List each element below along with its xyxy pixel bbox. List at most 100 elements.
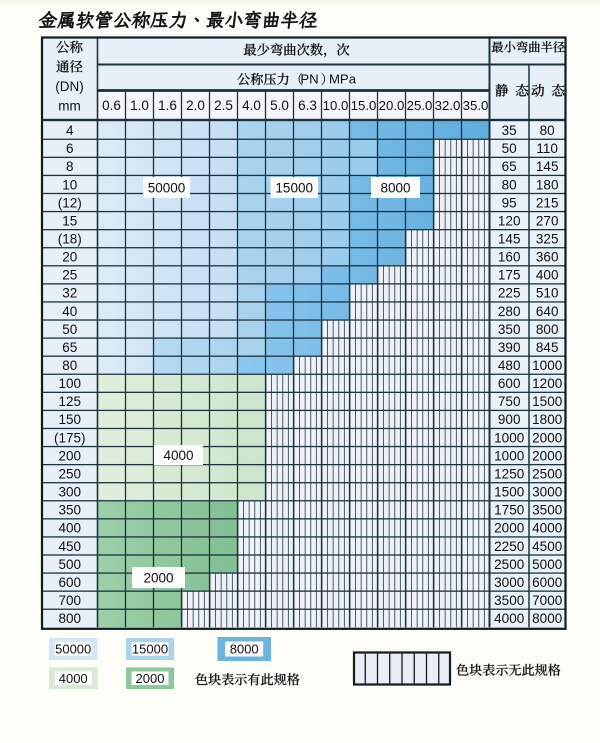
svg-text:3500: 3500 (494, 593, 524, 608)
svg-text:5000: 5000 (532, 557, 562, 572)
svg-text:500: 500 (59, 557, 82, 572)
svg-text:2000: 2000 (532, 448, 562, 463)
svg-text:(175): (175) (54, 430, 86, 445)
svg-text:4000: 4000 (59, 671, 88, 686)
svg-text:35.0: 35.0 (463, 98, 489, 113)
svg-text:120: 120 (498, 213, 521, 228)
svg-text:145: 145 (536, 159, 559, 174)
svg-text:450: 450 (59, 539, 82, 554)
svg-text:(12): (12) (58, 195, 82, 210)
svg-text:15.0: 15.0 (351, 98, 377, 113)
svg-text:4.0: 4.0 (242, 98, 261, 113)
svg-text:1500: 1500 (494, 485, 524, 500)
svg-text:900: 900 (498, 412, 521, 427)
svg-text:6.3: 6.3 (298, 98, 317, 113)
svg-text:35: 35 (502, 123, 517, 138)
svg-text:1.0: 1.0 (130, 98, 149, 113)
svg-text:1250: 1250 (494, 467, 524, 482)
svg-text:50000: 50000 (148, 180, 186, 195)
svg-text:300: 300 (59, 485, 82, 500)
svg-text:5.0: 5.0 (270, 98, 289, 113)
svg-text:4000: 4000 (532, 521, 562, 536)
svg-text:(18): (18) (58, 232, 82, 247)
svg-text:8000: 8000 (230, 642, 259, 657)
svg-text:32: 32 (62, 286, 77, 301)
svg-text:(DN): (DN) (55, 79, 84, 94)
svg-text:845: 845 (536, 340, 559, 355)
svg-text:15000: 15000 (275, 180, 313, 195)
svg-text:1500: 1500 (532, 394, 562, 409)
svg-text:40: 40 (62, 304, 77, 319)
svg-text:360: 360 (536, 250, 559, 265)
svg-text:1.6: 1.6 (158, 98, 177, 113)
svg-text:8000: 8000 (380, 180, 410, 195)
svg-text:270: 270 (536, 213, 559, 228)
svg-text:600: 600 (59, 575, 82, 590)
svg-text:750: 750 (498, 394, 521, 409)
svg-text:700: 700 (59, 593, 82, 608)
svg-text:PN: PN (300, 72, 318, 87)
svg-text:80: 80 (540, 123, 555, 138)
svg-text:640: 640 (536, 304, 559, 319)
svg-text:2.0: 2.0 (186, 98, 205, 113)
svg-text:4: 4 (66, 123, 74, 138)
svg-text:800: 800 (59, 611, 82, 626)
svg-text:175: 175 (498, 268, 521, 283)
svg-text:20.0: 20.0 (379, 98, 405, 113)
svg-text:2000: 2000 (143, 570, 173, 585)
svg-text:350: 350 (498, 322, 521, 337)
svg-text:50: 50 (502, 141, 517, 156)
svg-text:2000: 2000 (494, 521, 524, 536)
svg-text:65: 65 (502, 159, 517, 174)
svg-text:1750: 1750 (494, 503, 524, 518)
svg-text:0.6: 0.6 (102, 98, 121, 113)
svg-text:6000: 6000 (532, 575, 562, 590)
svg-text:280: 280 (498, 304, 521, 319)
svg-text:350: 350 (59, 503, 82, 518)
svg-text:50: 50 (62, 322, 77, 337)
svg-text:390: 390 (498, 340, 521, 355)
svg-text:65: 65 (62, 340, 77, 355)
svg-text:4500: 4500 (532, 539, 562, 554)
svg-text:3000: 3000 (494, 575, 524, 590)
svg-text:2000: 2000 (532, 430, 562, 445)
svg-text:25: 25 (62, 268, 77, 283)
svg-text:1000: 1000 (532, 358, 562, 373)
svg-text:400: 400 (59, 521, 82, 536)
svg-text:2000: 2000 (136, 671, 165, 686)
svg-text:80: 80 (502, 177, 517, 192)
svg-text:200: 200 (59, 448, 82, 463)
svg-text:2500: 2500 (532, 467, 562, 482)
svg-text:95: 95 (502, 195, 517, 210)
svg-text:1800: 1800 (532, 412, 562, 427)
svg-text:2500: 2500 (494, 557, 524, 572)
svg-text:215: 215 (536, 195, 559, 210)
svg-text:3000: 3000 (532, 485, 562, 500)
svg-text:510: 510 (536, 286, 559, 301)
svg-text:80: 80 (62, 358, 77, 373)
svg-text:2.5: 2.5 (214, 98, 233, 113)
svg-text:325: 325 (536, 232, 559, 247)
svg-text:150: 150 (59, 412, 82, 427)
svg-text:8: 8 (66, 159, 74, 174)
svg-text:250: 250 (59, 467, 82, 482)
svg-text:15: 15 (62, 213, 77, 228)
svg-text:4000: 4000 (494, 611, 524, 626)
svg-text:100: 100 (59, 376, 82, 391)
svg-text:25.0: 25.0 (407, 98, 433, 113)
svg-text:400: 400 (536, 268, 559, 283)
svg-text:145: 145 (498, 232, 521, 247)
svg-text:mm: mm (58, 98, 81, 113)
svg-text:2250: 2250 (494, 539, 524, 554)
svg-text:3500: 3500 (532, 503, 562, 518)
svg-text:1000: 1000 (494, 448, 524, 463)
svg-text:160: 160 (498, 250, 521, 265)
svg-text:800: 800 (536, 322, 559, 337)
svg-text:32.0: 32.0 (435, 98, 461, 113)
svg-text:480: 480 (498, 358, 521, 373)
svg-text:125: 125 (59, 394, 82, 409)
svg-text:8000: 8000 (532, 611, 562, 626)
svg-text:110: 110 (536, 141, 558, 156)
svg-text:6: 6 (66, 141, 74, 156)
svg-text:50000: 50000 (55, 642, 91, 657)
